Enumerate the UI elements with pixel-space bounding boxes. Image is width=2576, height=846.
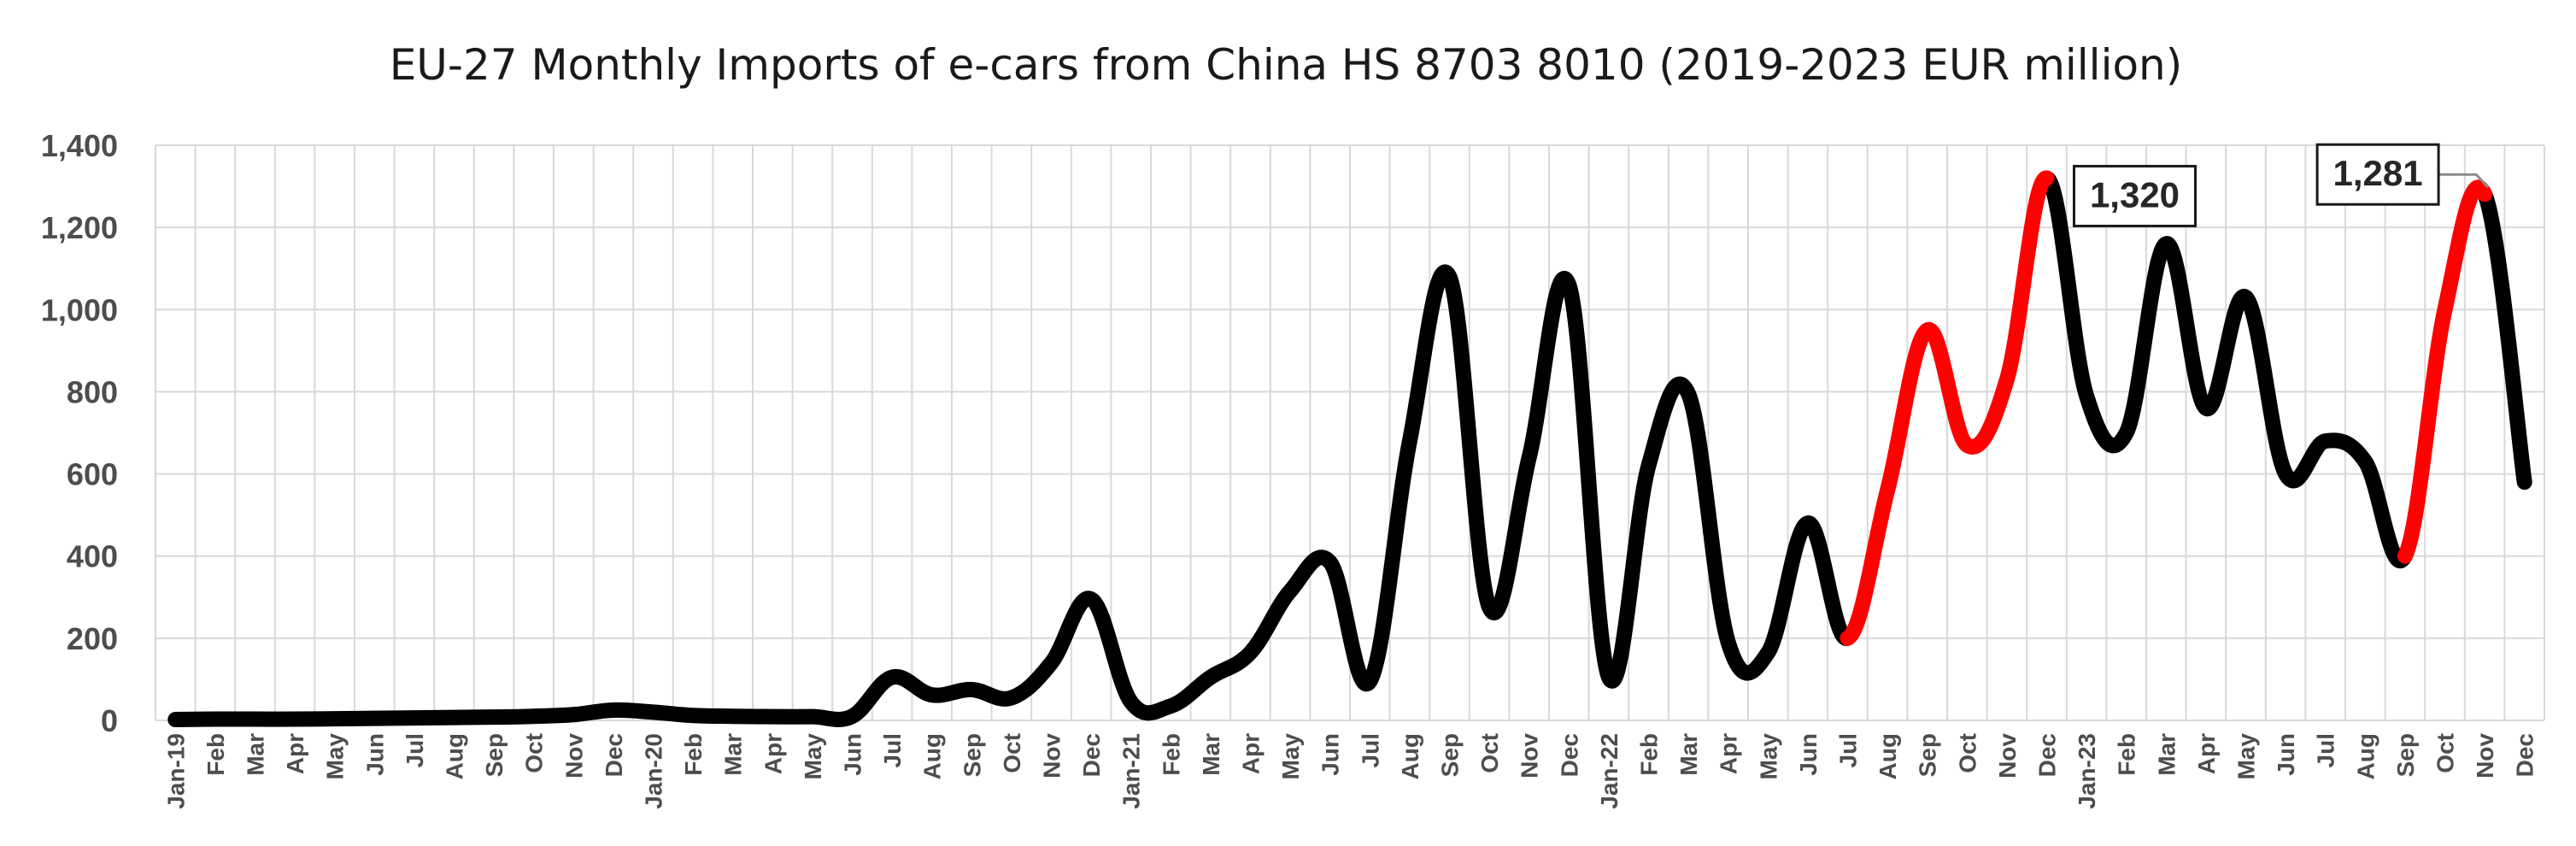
- x-tick-label: Sep: [1437, 733, 1464, 777]
- y-tick-label: 200: [67, 621, 118, 656]
- x-tick-label: Mar: [1198, 733, 1224, 776]
- value-callouts: 1,320 1,281: [2073, 143, 2490, 227]
- x-tick-label: Nov: [2472, 733, 2498, 778]
- x-tick-label: May: [800, 733, 826, 780]
- y-tick-label: 400: [67, 539, 118, 574]
- x-tick-label: Jan-20: [641, 733, 667, 809]
- callout-peak-nov-23: 1,281: [2315, 143, 2490, 206]
- x-tick-label: Sep: [2392, 733, 2419, 777]
- x-tick-label: Feb: [680, 733, 707, 776]
- x-tick-label: Apr: [1716, 733, 1742, 774]
- series-line-segment: [2477, 186, 2532, 491]
- x-tick-label: Dec: [1078, 733, 1105, 777]
- x-tick-label: Apr: [282, 733, 308, 774]
- y-tick-label: 600: [67, 457, 118, 492]
- x-tick-label: Jun: [840, 733, 866, 776]
- x-tick-label: Mar: [2153, 733, 2180, 776]
- x-tick-label: Jul: [879, 733, 906, 767]
- x-tick-label: Dec: [2512, 733, 2538, 777]
- callout-label: 1,281: [2333, 153, 2423, 193]
- x-tick-label: Dec: [2034, 733, 2061, 777]
- import-series-line: [167, 170, 2532, 728]
- x-tick-label: Oct: [2432, 733, 2459, 773]
- x-tick-label: Oct: [1476, 733, 1503, 773]
- callout-peak-dec-22: 1,320: [2073, 164, 2197, 227]
- x-tick-label: Nov: [1039, 733, 1065, 778]
- x-tick-label: Apr: [760, 733, 786, 774]
- x-tick-label: Aug: [442, 733, 468, 779]
- x-tick-label: Oct: [999, 733, 1025, 773]
- callout-box: [2315, 143, 2440, 206]
- x-tick-label: Dec: [1556, 733, 1582, 777]
- x-tick-label: Feb: [1636, 733, 1663, 776]
- x-tick-label: Nov: [1517, 733, 1543, 778]
- x-tick-label: Sep: [481, 733, 508, 777]
- callout-label: 1,320: [2090, 174, 2180, 214]
- y-axis-tick-labels: 0 200 400 600 800 1,000 1,200 1,400: [41, 128, 118, 738]
- x-tick-label: Aug: [919, 733, 946, 779]
- x-tick-label: Oct: [521, 733, 548, 773]
- x-tick-label: May: [1755, 733, 1781, 780]
- chart-title: EU-27 Monthly Imports of e-cars from Chi…: [390, 40, 2183, 90]
- y-tick-label: 1,400: [41, 128, 118, 163]
- highlighted-line-segment: [2397, 179, 2493, 564]
- y-tick-label: 800: [67, 374, 118, 409]
- x-axis-tick-labels: Jan-19 Feb Mar Apr May Jun Jul Aug Sep Oct Nov Dec J…: [162, 733, 2538, 809]
- series-line-segment: [2039, 170, 2413, 568]
- x-tick-label: May: [1277, 733, 1304, 780]
- x-tick-label: Feb: [202, 733, 229, 776]
- x-tick-label: Sep: [1915, 733, 1941, 777]
- highlighted-line-segment: [1840, 170, 2055, 646]
- x-tick-label: Jul: [2313, 733, 2339, 767]
- x-tick-label: Aug: [2352, 733, 2379, 779]
- x-tick-label: Jun: [1317, 733, 1344, 776]
- x-tick-label: Oct: [1954, 733, 1980, 773]
- x-tick-label: Jul: [1357, 733, 1383, 767]
- x-tick-label: Jan-22: [1596, 733, 1622, 809]
- y-tick-label: 1,000: [41, 292, 118, 327]
- x-tick-label: May: [2233, 733, 2260, 780]
- x-tick-label: Apr: [1238, 733, 1265, 774]
- x-tick-label: May: [322, 733, 349, 780]
- x-tick-label: Jan-23: [2074, 733, 2100, 809]
- x-tick-label: Jun: [2273, 733, 2299, 776]
- x-tick-label: Mar: [243, 733, 269, 776]
- series-line-segment: [167, 264, 1856, 728]
- callout-leader-line: [2438, 173, 2490, 189]
- x-tick-label: Sep: [959, 733, 985, 777]
- y-tick-label: 1,200: [41, 210, 118, 245]
- x-tick-label: Aug: [1875, 733, 1901, 779]
- x-tick-label: Nov: [560, 733, 587, 778]
- x-tick-label: Aug: [1397, 733, 1423, 779]
- x-tick-label: Mar: [1675, 733, 1702, 776]
- x-tick-label: Feb: [1158, 733, 1184, 776]
- x-tick-label: Feb: [2114, 733, 2140, 776]
- x-tick-label: Jul: [1835, 733, 1862, 767]
- x-tick-label: Nov: [1994, 733, 2021, 778]
- x-tick-label: Jun: [361, 733, 388, 776]
- x-tick-label: Mar: [720, 733, 747, 776]
- y-tick-label: 0: [101, 703, 118, 738]
- callout-box: [2073, 164, 2197, 227]
- x-tick-label: Jan-21: [1118, 733, 1145, 809]
- x-tick-label: Apr: [2193, 733, 2220, 774]
- x-tick-label: Jan-19: [162, 733, 189, 809]
- x-tick-label: Jul: [402, 733, 428, 767]
- x-tick-label: Jun: [1795, 733, 1822, 776]
- x-tick-label: Dec: [601, 733, 627, 777]
